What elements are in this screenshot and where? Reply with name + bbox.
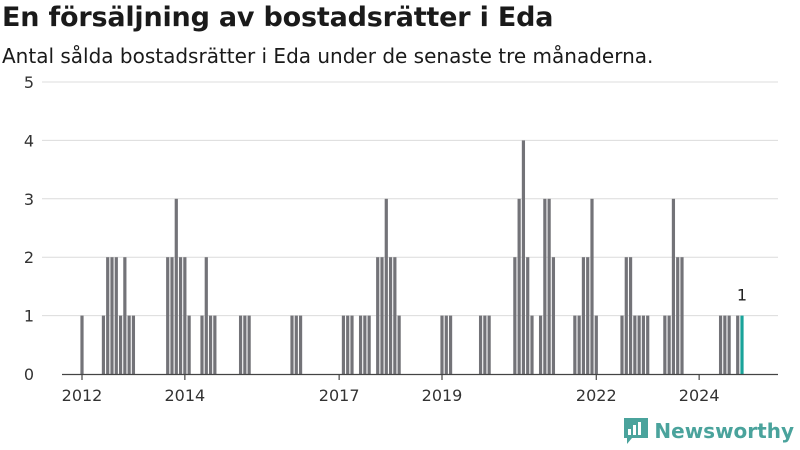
y-tick-label: 3 [24, 190, 34, 209]
bar [110, 257, 114, 374]
bar [213, 315, 217, 374]
bar [204, 257, 208, 374]
x-axis-ticks: 2012 2014 2017 2019 2022 2024 [62, 374, 720, 405]
x-tick-label: 2022 [576, 386, 617, 405]
bar [586, 257, 590, 374]
y-axis-ticks: 0 1 2 3 4 5 [24, 73, 34, 384]
x-tick-label: 2019 [422, 386, 463, 405]
bar-latest [740, 315, 744, 374]
bar [243, 315, 247, 374]
bar [736, 315, 740, 374]
bar [620, 315, 624, 374]
bar [200, 315, 204, 374]
bar [551, 257, 556, 374]
x-tick-label: 2012 [62, 386, 103, 405]
bars [80, 140, 744, 374]
newsworthy-logo-icon [624, 418, 649, 444]
x-tick-label: 2014 [164, 386, 205, 405]
x-tick-label: 2017 [319, 386, 360, 405]
bar [187, 315, 191, 374]
bar [166, 257, 170, 374]
bar [238, 315, 243, 374]
newsworthy-logo: Newsworthy [624, 418, 794, 444]
bar [526, 257, 530, 374]
bar [663, 315, 667, 374]
bar [478, 315, 483, 374]
bar [290, 315, 294, 374]
bar [208, 315, 213, 374]
bar [538, 315, 543, 374]
bar [727, 315, 731, 374]
bar [183, 257, 187, 374]
bar [628, 257, 633, 374]
bar [358, 315, 363, 374]
bar [723, 315, 727, 374]
bar [676, 257, 680, 374]
bar [543, 198, 547, 374]
bar [440, 315, 444, 374]
bar [624, 257, 628, 374]
bar [350, 315, 354, 374]
bar [718, 315, 723, 374]
bar [547, 198, 551, 374]
bar [517, 198, 521, 374]
bar [667, 315, 671, 374]
bar [174, 198, 178, 374]
bar [114, 257, 118, 374]
bar [247, 315, 251, 374]
bar [341, 315, 346, 374]
bar [590, 198, 594, 374]
bar [380, 257, 384, 374]
bar [131, 315, 136, 374]
y-tick-label: 4 [24, 131, 34, 150]
y-tick-label: 5 [24, 73, 34, 92]
bar [397, 315, 401, 374]
bar [444, 315, 448, 374]
bar [483, 315, 487, 374]
bar [671, 198, 676, 374]
bar [346, 315, 350, 374]
bar [530, 315, 534, 374]
bar [298, 315, 303, 374]
bar [376, 257, 380, 374]
bar [106, 257, 110, 374]
bar [521, 140, 526, 374]
grid-lines [42, 81, 778, 317]
bar [388, 257, 393, 374]
bar [123, 257, 127, 374]
bar [118, 315, 123, 374]
bar [367, 315, 371, 374]
chart-subtitle: Antal sålda bostadsrätter i Eda under de… [2, 44, 654, 68]
bar [363, 315, 367, 374]
bar [80, 315, 84, 374]
chart-title: En försäljning av bostadsrätter i Eda [2, 2, 554, 33]
bar [581, 257, 586, 374]
bar [680, 257, 684, 374]
logo-text: Newsworthy [654, 419, 794, 443]
y-tick-label: 0 [24, 365, 34, 384]
bar [393, 257, 397, 374]
y-tick-label: 2 [24, 248, 34, 267]
bar [487, 315, 491, 374]
bar [170, 257, 174, 374]
bar [637, 315, 641, 374]
bar [577, 315, 581, 374]
bar [633, 315, 637, 374]
bar [573, 315, 577, 374]
y-tick-label: 1 [24, 307, 34, 326]
bar [646, 315, 650, 374]
bar [384, 198, 388, 374]
bar [448, 315, 453, 374]
bar [178, 257, 183, 374]
bar [641, 315, 646, 374]
last-value-label: 1 [737, 286, 747, 305]
bar [127, 315, 131, 374]
bar [101, 315, 106, 374]
bar [513, 257, 517, 374]
x-tick-label: 2024 [679, 386, 720, 405]
bar [294, 315, 298, 374]
bar [594, 315, 598, 374]
